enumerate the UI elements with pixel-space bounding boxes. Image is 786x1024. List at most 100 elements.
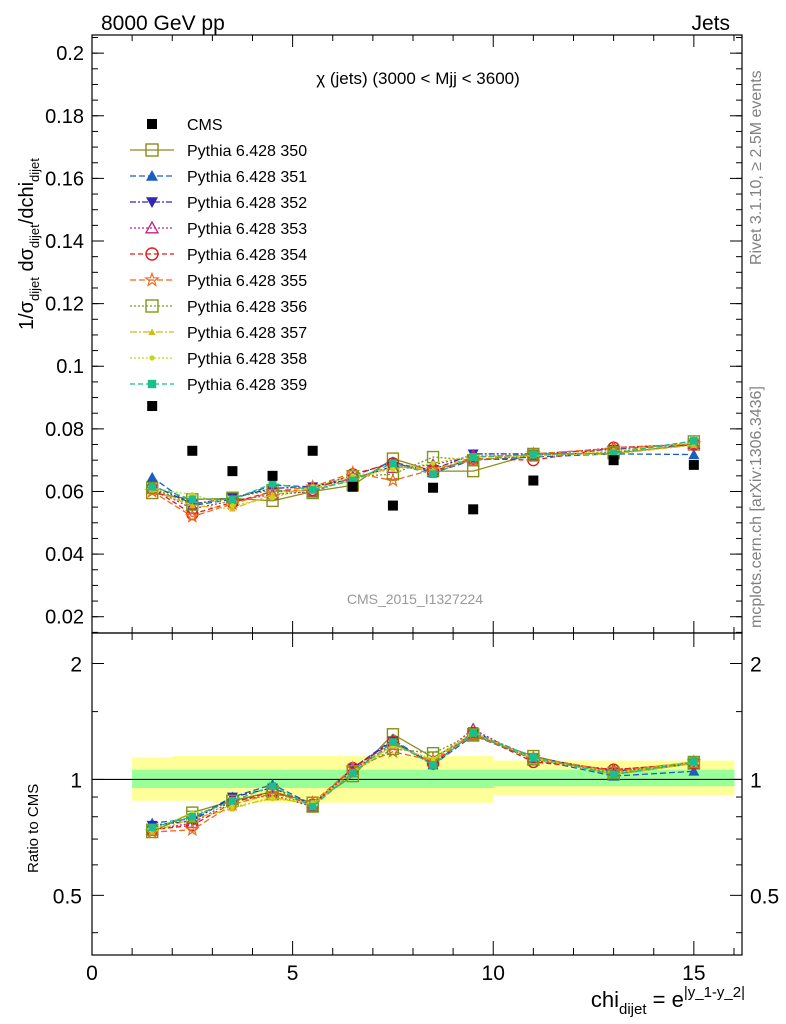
ratio-series-point [688, 765, 700, 776]
plot-title: χ (jets) (3000 < Mjj < 3600) [316, 69, 520, 88]
legend-entry: Pythia 6.428 355 [130, 271, 307, 290]
legend-entry: Pythia 6.428 352 [130, 195, 307, 212]
series-point [145, 481, 159, 494]
series-9 [148, 436, 698, 504]
legend-entry: Pythia 6.428 357 [130, 325, 307, 342]
ratio-series-layer [144, 722, 702, 839]
legend-entry: Pythia 6.428 356 [130, 299, 307, 316]
ratio-y-tick-label: 1 [70, 769, 82, 792]
ratio-plot-border [91, 632, 743, 956]
cms-point [387, 500, 398, 511]
x-tick-label: 5 [287, 962, 299, 985]
ratio-series-point [609, 770, 618, 779]
main-y-tick-label: 0.1 [56, 356, 84, 378]
legend-label: Pythia 6.428 356 [187, 299, 307, 316]
main-y-tick-label: 0.12 [45, 294, 84, 316]
mcplots-reference-label: mcplots.cern.ch [arXiv:1306.3436] [748, 386, 765, 628]
main-y-tick-label: 0.2 [56, 43, 84, 65]
main-y-axis: 0.02 0.04 0.06 0.08 0.1 0.12 0.14 0.16 0.18 0.2 [45, 35, 742, 633]
series-point [348, 476, 357, 485]
series-line [151, 440, 694, 500]
series-point [269, 491, 276, 498]
series-point [308, 486, 317, 494]
main-y-tick-label: 0.18 [45, 106, 84, 128]
main-y-tick-label: 0.14 [45, 231, 84, 253]
ratio-y-tick-label-right: 1 [750, 769, 762, 792]
series-point [690, 436, 698, 445]
ratio-series-line [151, 730, 694, 831]
legend-label: Pythia 6.428 351 [187, 169, 307, 186]
series-point [188, 495, 197, 504]
series-point [389, 459, 397, 468]
legend-marker [147, 119, 157, 129]
cms-data-points [147, 401, 699, 515]
legend-label: Pythia 6.428 350 [187, 143, 307, 160]
legend-label: Pythia 6.428 357 [187, 325, 307, 342]
process-label: Jets [691, 12, 730, 35]
ratio-y-tick-label: 0.5 [53, 885, 82, 908]
cms-point [147, 401, 158, 412]
series-point [430, 460, 436, 466]
series-point [270, 495, 276, 501]
legend-marker [144, 220, 160, 234]
series-point [229, 505, 236, 512]
ratio-series-point [346, 765, 360, 778]
cms-point [267, 470, 278, 481]
series-line [151, 443, 694, 515]
legend-label: Pythia 6.428 359 [187, 377, 307, 394]
series-point [688, 449, 700, 459]
cms-point [347, 481, 358, 492]
legend-label: Pythia 6.428 353 [187, 221, 307, 238]
main-y-tick-label: 0.02 [45, 607, 84, 629]
main-y-axis-label: 1/σdijet dσdijet/dchidijet [16, 158, 42, 330]
ratio-series-9 [148, 729, 698, 832]
beam-energy-label: 8000 GeV pp [101, 12, 225, 35]
ratio-inner-band [653, 769, 735, 787]
series-point [268, 479, 277, 488]
series-point [385, 472, 401, 487]
ratio-series-point [308, 802, 317, 811]
main-y-tick-label: 0.04 [45, 544, 84, 566]
ratio-y-axis-label: Ratio to CMS [25, 784, 42, 873]
ratio-series-point [148, 823, 157, 832]
analysis-watermark: CMS_2015_I1327224 [347, 591, 483, 607]
cms-point [608, 455, 619, 466]
series-point [390, 467, 396, 473]
ratio-series-point [348, 769, 357, 777]
ratio-series-line [152, 732, 694, 831]
x-tick-label: 15 [682, 962, 705, 985]
ratio-y-tick-label-right: 2 [750, 653, 762, 676]
series-point [429, 470, 437, 479]
ratio-axes: 0.5 0.5 1 1 2 2 0 5 10 15 [53, 633, 779, 985]
legend: CMS Pythia 6.428 350 Pythia 6.428 351 Pythi… [130, 117, 307, 394]
series-line [151, 443, 694, 518]
legend-label: Pythia 6.428 352 [187, 195, 307, 212]
legend-marker [146, 170, 158, 181]
main-y-tick-label: 0.16 [45, 168, 84, 190]
ratio-series-point [687, 755, 701, 769]
legend-marker [145, 247, 159, 261]
legend-label: Pythia 6.428 354 [187, 247, 307, 264]
legend-label: Pythia 6.428 358 [187, 351, 307, 368]
series-point [146, 471, 158, 482]
rivet-version-label: Rivet 3.1.10, ≥ 2.5M events [748, 70, 765, 265]
ratio-series-point [430, 756, 436, 762]
series-point [609, 449, 618, 458]
ratio-series-point [389, 738, 397, 746]
legend-entry: CMS [147, 117, 223, 134]
legend-marker [145, 299, 159, 313]
main-y-tick-label: 0.08 [45, 419, 84, 441]
legend-entry: Pythia 6.428 358 [130, 351, 307, 368]
series-point [469, 453, 478, 461]
ratio-series-point [690, 758, 698, 766]
ratio-series-point [184, 821, 200, 837]
series-point [228, 495, 237, 504]
legend-entry: Pythia 6.428 351 [130, 169, 307, 186]
ratio-inner-band [493, 769, 574, 787]
series-point [184, 508, 200, 523]
legend-marker [148, 328, 156, 335]
series-line [152, 442, 694, 507]
cms-point [528, 475, 539, 486]
ratio-y-tick-label: 2 [70, 653, 82, 676]
